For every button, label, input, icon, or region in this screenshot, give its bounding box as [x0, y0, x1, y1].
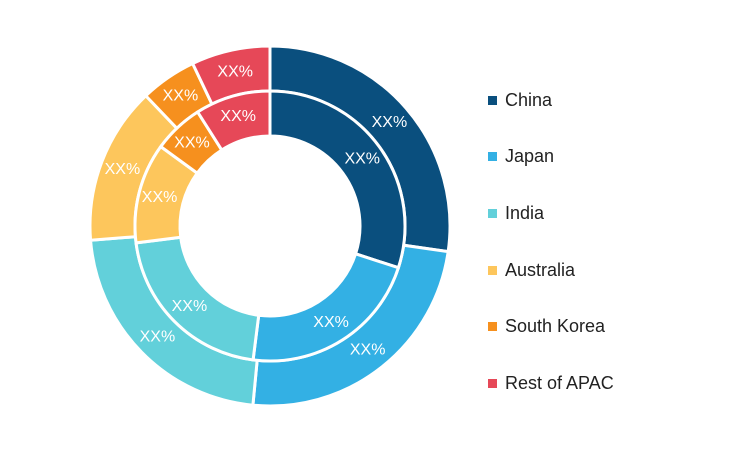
inner-slice-rest-of-apac	[195, 89, 272, 153]
legend-swatch	[488, 95, 497, 105]
legend-swatch	[488, 152, 497, 162]
inner-label-australia: XX%	[142, 189, 178, 206]
outer-label-japan: XX%	[350, 342, 386, 359]
outer-label-south-korea: XX%	[163, 87, 199, 104]
outer-label-australia: XX%	[105, 161, 141, 178]
legend-swatch	[488, 378, 497, 388]
outer-label-rest-of-apac: XX%	[217, 63, 253, 80]
inner-label-japan: XX%	[313, 314, 349, 331]
legend: China Japan India Australia South Korea Rest …	[488, 72, 738, 412]
inner-slice-china	[268, 89, 407, 270]
legend-label: India	[505, 202, 545, 223]
legend-item-japan: Japan	[488, 129, 738, 186]
legend-swatch	[488, 322, 497, 332]
legend-label: South Korea	[505, 316, 606, 337]
legend-swatch	[488, 265, 497, 275]
legend-label: China	[505, 89, 553, 110]
legend-item-china: China	[488, 72, 738, 129]
inner-label-india: XX%	[172, 298, 208, 315]
inner-ring	[133, 89, 407, 363]
legend-label: Australia	[505, 259, 576, 280]
legend-label: Japan	[505, 146, 555, 167]
slice-labels: XX%XX%XX%XX%XX%XX%XX%XX%XX%XX%XX%XX%	[105, 63, 408, 358]
inner-label-south-korea: XX%	[174, 134, 210, 151]
outer-label-china: XX%	[372, 114, 408, 131]
outer-label-india: XX%	[140, 328, 176, 345]
legend-swatch	[488, 208, 497, 218]
legend-item-australia: Australia	[488, 242, 738, 299]
legend-item-rest-of-apac: Rest of APAC	[488, 355, 738, 412]
legend-item-south-korea: South Korea	[488, 298, 738, 355]
inner-label-china: XX%	[344, 150, 380, 167]
legend-label: Rest of APAC	[505, 372, 614, 393]
legend-item-india: India	[488, 185, 738, 242]
inner-label-rest-of-apac: XX%	[220, 108, 256, 125]
